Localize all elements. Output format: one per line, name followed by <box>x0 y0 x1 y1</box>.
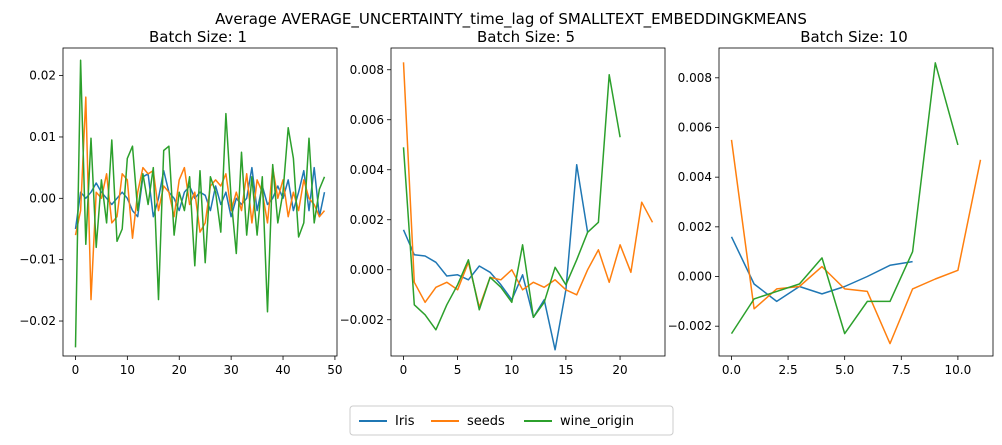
series-line-iris <box>730 236 913 303</box>
series-line-wine-origin <box>402 74 621 331</box>
y-tick-label: 0.004 <box>678 170 712 184</box>
axes-frame <box>390 47 666 357</box>
y-tick-label: 0.008 <box>678 71 712 85</box>
y-tick-label: 0.006 <box>678 120 712 134</box>
x-tick-label: 50 <box>327 363 342 377</box>
y-tick-label: −0.02 <box>19 314 56 328</box>
subplot-title: Batch Size: 5 <box>477 28 575 46</box>
legend-label-iris: Iris <box>395 414 415 429</box>
series-line-iris <box>74 166 326 230</box>
y-tick-label: 0.000 <box>678 270 712 284</box>
axes-frame <box>718 47 994 357</box>
x-tick-label: 0.0 <box>722 363 741 377</box>
x-tick-label: 2.5 <box>779 363 798 377</box>
y-tick-label: 0.006 <box>350 113 384 127</box>
x-tick-label: 15 <box>558 363 573 377</box>
series-line-wine-origin <box>730 62 959 335</box>
subplot-title: Batch Size: 10 <box>800 28 908 46</box>
legend-entry-iris: Iris <box>359 414 415 429</box>
y-tick-label: 0.004 <box>350 163 384 177</box>
legend: Iris seeds wine_origin <box>349 405 674 436</box>
y-tick-label: 0.02 <box>29 69 56 83</box>
x-tick-label: 40 <box>275 363 290 377</box>
x-tick-label: 10.0 <box>945 363 972 377</box>
y-tick-label: 0.002 <box>350 213 384 227</box>
series-line-seeds <box>730 139 982 345</box>
subplot-batch-size-10: Batch Size: 10 0.0 2.5 5.0 7.5 10.0 −0.002 0.0… <box>668 28 994 377</box>
x-tick-label: 5 <box>454 363 462 377</box>
series-line-wine-origin <box>74 59 326 348</box>
legend-label-seeds: seeds <box>467 414 505 429</box>
x-tick-label: 5.0 <box>835 363 854 377</box>
x-tick-label: 7.5 <box>892 363 911 377</box>
x-tick-label: 20 <box>612 363 627 377</box>
axes-frame <box>62 47 338 357</box>
y-tick-label: 0.000 <box>350 263 384 277</box>
y-tick-label: 0.00 <box>29 191 56 205</box>
x-tick-label: 30 <box>223 363 238 377</box>
x-tick-label: 10 <box>504 363 519 377</box>
legend-entry-seeds: seeds <box>431 414 505 429</box>
x-tick-label: 10 <box>120 363 135 377</box>
figure-suptitle: Average AVERAGE_UNCERTAINTY_time_lag of … <box>215 10 807 29</box>
legend-entry-wine-origin: wine_origin <box>524 414 634 429</box>
y-tick-label: −0.002 <box>340 313 384 327</box>
y-tick-label: 0.01 <box>29 130 56 144</box>
x-tick-label: 0 <box>72 363 80 377</box>
y-tick-label: −0.01 <box>19 253 56 267</box>
subplot-batch-size-1: Batch Size: 1 0 10 20 30 40 50 −0.02 −0.01 0.00 0… <box>19 28 342 377</box>
series-line-seeds <box>74 96 326 301</box>
y-tick-label: −0.002 <box>668 319 712 333</box>
subplot-title: Batch Size: 1 <box>149 28 247 46</box>
x-tick-label: 20 <box>172 363 187 377</box>
subplot-batch-size-5: Batch Size: 5 0 5 10 15 20 −0.002 0.000 0.002 0.… <box>340 28 666 377</box>
legend-frame <box>349 405 674 436</box>
y-tick-label: 0.008 <box>350 63 384 77</box>
series-line-seeds <box>402 62 654 309</box>
y-tick-label: 0.002 <box>678 220 712 234</box>
x-tick-label: 0 <box>400 363 408 377</box>
legend-label-wine-origin: wine_origin <box>560 414 634 429</box>
